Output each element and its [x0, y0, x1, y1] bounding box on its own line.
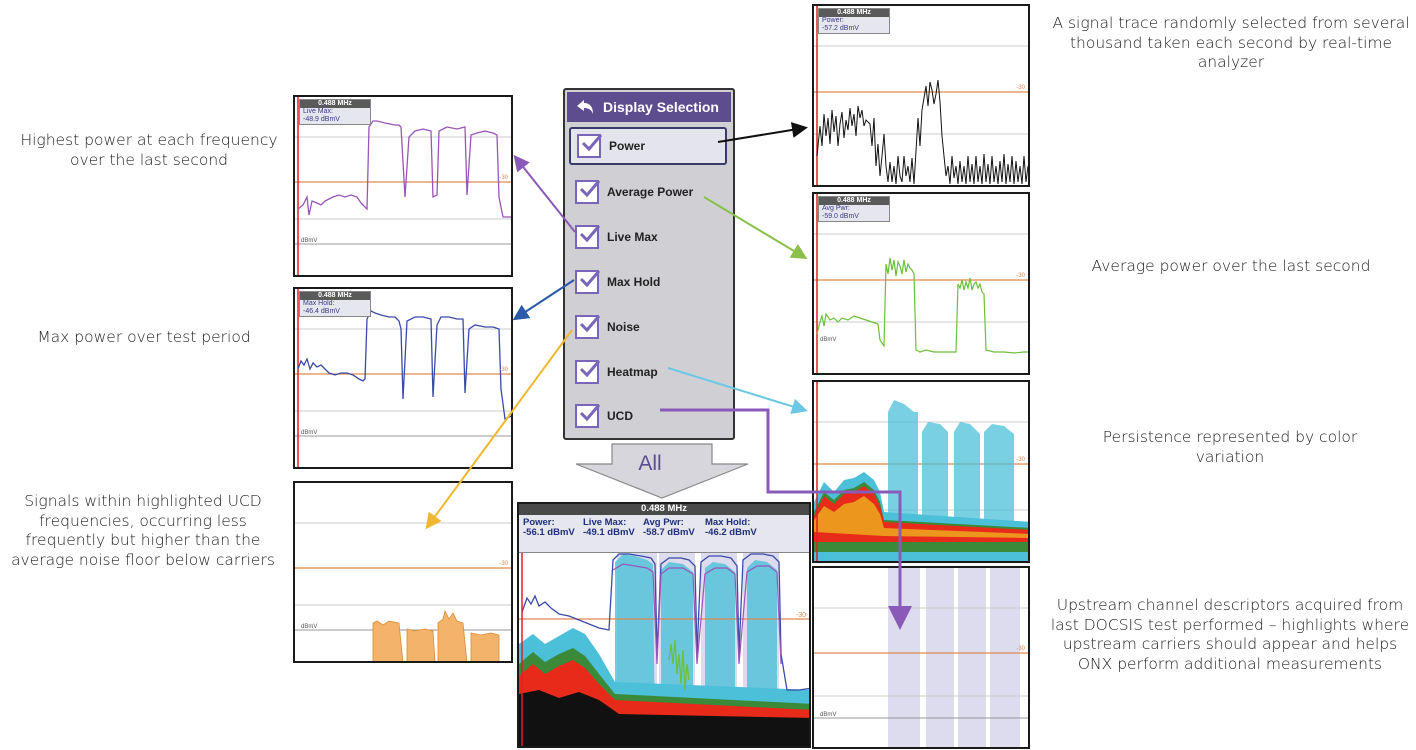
- caption-power: A signal trace randomly selected from se…: [1052, 14, 1410, 71]
- caption-heatmap: Persistence represented by color variati…: [1102, 428, 1358, 466]
- combined-panel: -30: [517, 502, 811, 748]
- heatmap-trace: [814, 382, 1028, 561]
- ref-label: -30: [499, 561, 508, 567]
- avg-power-trace: [814, 194, 1028, 373]
- readout-label: Avg Pwr:: [822, 205, 850, 212]
- menu-item-label: Power: [609, 139, 646, 153]
- menu-item-ucd[interactable]: UCD: [569, 397, 633, 435]
- ucd-trace: [814, 568, 1028, 747]
- combined-col-max-hold: Max Hold: -46.2 dBmV: [705, 518, 757, 538]
- menu-item-max-hold[interactable]: Max Hold: [569, 263, 660, 301]
- readout-freq: 0.488 MHz: [300, 100, 370, 108]
- menu-item-label: Noise: [607, 320, 640, 334]
- ref-label: -30: [499, 367, 508, 373]
- readout-label: Power:: [822, 17, 844, 24]
- combined-readout: 0.488 MHz Power: -56.1 dBmV Live Max: -4…: [519, 504, 809, 553]
- checkbox-max-hold[interactable]: [575, 270, 600, 294]
- menu-item-power[interactable]: Power: [569, 127, 727, 165]
- checkbox-heatmap[interactable]: [575, 360, 600, 384]
- avg-power-panel: 0.488 MHz Avg Pwr: -59.0 dBmV -30 dBmV: [812, 192, 1030, 375]
- ref-label: -30: [795, 612, 806, 619]
- unit-label: dBmV: [820, 337, 837, 343]
- unit-label: dBmV: [301, 430, 318, 436]
- readout-value: -57.2 dBmV: [822, 25, 859, 32]
- ucd-panel: -30 dBmV: [812, 566, 1030, 749]
- checkbox-noise[interactable]: [575, 315, 600, 339]
- unit-label: dBmV: [820, 712, 837, 718]
- col-value: -46.2 dBmV: [705, 527, 757, 538]
- unit-label: dBmV: [301, 624, 318, 630]
- menu-item-heatmap[interactable]: Heatmap: [569, 353, 658, 391]
- menu-item-average-power[interactable]: Average Power: [569, 173, 693, 211]
- unit-label: dBmV: [301, 238, 318, 244]
- max-hold-readout: 0.488 MHz Max Hold: -46.4 dBmV: [299, 291, 371, 317]
- ref-label: -30: [1016, 273, 1025, 279]
- col-value: -58.7 dBmV: [643, 527, 695, 538]
- back-arrow-icon[interactable]: [575, 98, 595, 116]
- power-panel: 0.488 MHz Power: -57.2 dBmV -30: [812, 4, 1030, 187]
- readout-value: -46.4 dBmV: [303, 308, 340, 315]
- ref-label: -30: [1016, 85, 1025, 91]
- noise-panel: -30 dBmV: [293, 481, 513, 663]
- checkbox-live-max[interactable]: [575, 225, 600, 249]
- max-hold-panel: 0.488 MHz Max Hold: -46.4 dBmV -30 dBmV: [293, 287, 513, 469]
- combined-col-power: Power: -56.1 dBmV: [523, 518, 575, 538]
- caption-live-max: Highest power at each frequency over the…: [20, 131, 278, 169]
- readout-label: Live Max:: [303, 108, 333, 115]
- menu-item-label: UCD: [607, 409, 633, 423]
- col-value: -56.1 dBmV: [523, 527, 575, 538]
- checkbox-ucd[interactable]: [575, 404, 600, 428]
- caption-max-hold: Max power over test period: [37, 328, 251, 346]
- caption-noise: Signals within highlighted UCD frequenci…: [11, 492, 275, 569]
- avg-power-readout: 0.488 MHz Avg Pwr: -59.0 dBmV: [818, 196, 890, 222]
- menu-title: Display Selection: [603, 99, 719, 115]
- checkbox-power[interactable]: [577, 134, 602, 158]
- power-readout: 0.488 MHz Power: -57.2 dBmV: [818, 8, 890, 34]
- ref-label: -30: [1016, 646, 1025, 652]
- readout-freq: 0.488 MHz: [819, 9, 889, 17]
- caption-avg-power: Average power over the last second: [1091, 257, 1371, 275]
- all-label: All: [638, 452, 662, 475]
- menu-item-label: Live Max: [607, 230, 658, 244]
- live-max-readout: 0.488 MHz Live Max: -48.9 dBmV: [299, 99, 371, 125]
- readout-label: Max Hold:: [303, 300, 335, 307]
- col-value: -49.1 dBmV: [583, 527, 635, 538]
- combined-trace: [519, 504, 809, 746]
- col-label: Live Max:: [583, 517, 627, 528]
- ref-label: -30: [499, 175, 508, 181]
- caption-ucd: Upstream channel descriptors acquired fr…: [1050, 596, 1410, 673]
- live-max-panel: 0.488 MHz Live Max: -48.9 dBmV -30 dBmV: [293, 95, 513, 277]
- menu-item-live-max[interactable]: Live Max: [569, 218, 658, 256]
- readout-value: -48.9 dBmV: [303, 116, 340, 123]
- menu-item-label: Average Power: [607, 185, 694, 199]
- live-max-trace: [295, 97, 511, 275]
- display-selection-menu: Display Selection Power Average Power Li…: [563, 88, 735, 440]
- menu-item-label: Max Hold: [607, 275, 661, 289]
- readout-freq: 0.488 MHz: [300, 292, 370, 300]
- power-trace: [814, 6, 1028, 185]
- ref-label: -30: [1016, 457, 1025, 463]
- combined-freq: 0.488 MHz: [519, 504, 809, 515]
- checkbox-average-power[interactable]: [575, 180, 600, 204]
- menu-item-noise[interactable]: Noise: [569, 308, 640, 346]
- noise-trace: [295, 522, 511, 661]
- readout-freq: 0.488 MHz: [819, 197, 889, 205]
- combined-col-live-max: Live Max: -49.1 dBmV: [583, 518, 635, 538]
- heatmap-panel: -30: [812, 380, 1030, 563]
- menu-header: Display Selection: [567, 92, 731, 122]
- readout-value: -59.0 dBmV: [822, 213, 859, 220]
- menu-item-label: Heatmap: [607, 365, 658, 379]
- combined-col-avg-pwr: Avg Pwr: -58.7 dBmV: [643, 518, 695, 538]
